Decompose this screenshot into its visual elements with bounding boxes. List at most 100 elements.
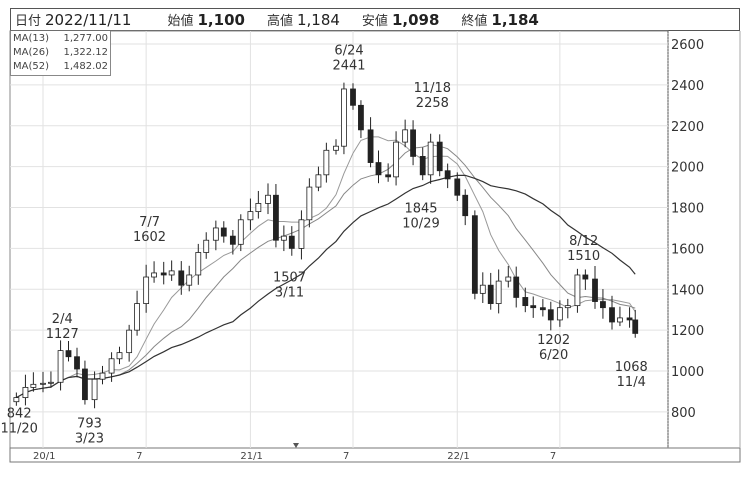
candle (178, 261, 185, 295)
candle (333, 139, 339, 155)
candle (402, 119, 409, 148)
y-tick-label: 1200 (671, 324, 704, 339)
candle (186, 265, 193, 292)
candle (65, 340, 72, 362)
annotation-label: 11/20 (0, 421, 37, 436)
candle-body (273, 194, 279, 241)
candle-body (564, 305, 571, 309)
open-value: 1,100 (197, 10, 245, 29)
candle-body (74, 356, 80, 370)
candle-body (495, 280, 502, 304)
candle-body (487, 284, 494, 304)
candle (203, 232, 210, 259)
candle-body (151, 272, 157, 278)
candle (462, 189, 469, 226)
x-tick-label: 21/1 (240, 451, 262, 462)
x-tick-label: 20/1 (33, 451, 55, 462)
candle (393, 131, 399, 186)
candle (116, 346, 123, 365)
candle-body (323, 149, 330, 176)
candle-body (427, 141, 434, 176)
candle-body (195, 252, 202, 276)
candle (513, 266, 520, 308)
candle-body (402, 129, 409, 143)
candle (505, 265, 512, 288)
y-tick-label: 2000 (671, 161, 704, 176)
x-tick-label: 7 (550, 451, 556, 462)
legend-ma26: MA(26) 1,322.12 (13, 46, 108, 60)
candle-body (367, 129, 374, 163)
candle (168, 260, 175, 281)
candle-body (522, 297, 529, 307)
candle (487, 272, 494, 310)
candle (556, 300, 563, 327)
candle (306, 178, 313, 228)
annotation-label: 8/12 (569, 234, 598, 249)
candle (315, 166, 322, 192)
candle (574, 268, 581, 313)
annotation-label: 793 (77, 416, 102, 431)
candle-body (168, 270, 175, 276)
low-value: 1,098 (391, 10, 440, 29)
candle (410, 120, 416, 166)
candle (547, 301, 554, 331)
annotation-label: 6/20 (539, 348, 568, 363)
candle-body (444, 170, 451, 180)
candle-body (306, 186, 313, 221)
candle-body (574, 274, 581, 307)
candle-body (212, 227, 219, 241)
candle-body (547, 309, 554, 321)
candle-body (513, 276, 520, 298)
candle (582, 269, 589, 290)
candle-body (358, 104, 364, 131)
candle-body (186, 274, 193, 286)
candle (22, 374, 29, 406)
annotation-label: 1602 (133, 230, 166, 245)
candle-body (462, 194, 469, 217)
candle (126, 324, 133, 362)
candle-body (298, 219, 305, 249)
candle (367, 117, 374, 168)
annotation-label: 1202 (537, 333, 570, 348)
candle-body (375, 162, 382, 176)
candle (600, 289, 606, 319)
candle (358, 100, 364, 139)
annotation-label: 6/24 (334, 43, 363, 58)
candle-body (143, 276, 150, 304)
candle (134, 290, 140, 336)
candle-body (116, 352, 123, 360)
legend-name: MA(26) (13, 47, 49, 58)
date-value: 2022/11/11 (45, 10, 132, 29)
annotation-label: 10/29 (402, 216, 439, 231)
candle-body (57, 350, 64, 383)
candle (74, 347, 80, 378)
candle (298, 210, 305, 260)
y-tick-label: 1000 (671, 365, 704, 380)
candle-body (454, 178, 461, 196)
candle-body (419, 156, 426, 176)
candle-body (530, 305, 537, 309)
candle-body (632, 319, 639, 334)
candle-body (505, 276, 512, 282)
candle (265, 183, 271, 215)
candle-body (350, 88, 356, 106)
annotation-label: 11/4 (617, 375, 646, 390)
candle (609, 295, 615, 330)
candle (212, 220, 219, 251)
candle (82, 360, 88, 405)
candle-body (220, 227, 227, 237)
candle-body (126, 329, 133, 354)
y-tick-label: 1800 (671, 202, 704, 217)
candle (454, 172, 461, 201)
candle-body (134, 303, 140, 331)
legend-value: 1,277.00 (63, 33, 108, 44)
candle-body (288, 235, 295, 249)
legend-ma13: MA(13) 1,277.00 (13, 32, 108, 46)
candle (530, 296, 537, 318)
candle-body (22, 386, 29, 399)
candle-body (203, 239, 210, 253)
marker-triangle-icon (293, 443, 299, 448)
